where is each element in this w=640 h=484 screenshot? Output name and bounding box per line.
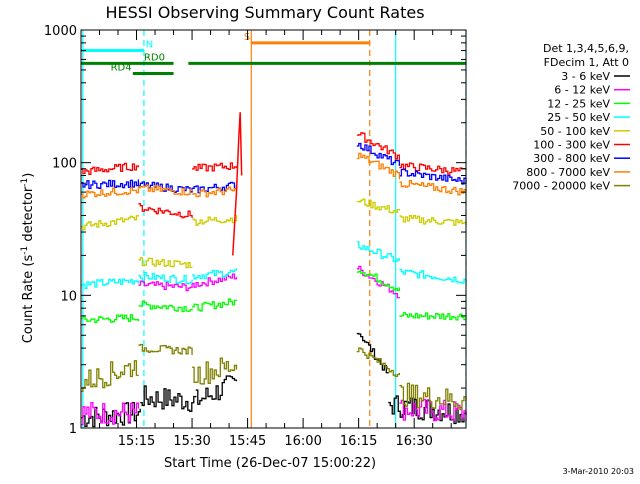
series-line-4-seg-5	[399, 268, 467, 284]
x-tick-label-4: 16:00	[284, 434, 321, 449]
series-line-2-seg-3	[192, 273, 238, 288]
series-line-2-seg-5	[399, 398, 467, 422]
series-line-6-seg-2	[138, 203, 193, 219]
series-line-5-seg-5	[399, 215, 467, 226]
series-line-1-seg-4	[356, 332, 389, 374]
legend: Det 1,3,4,5,6,9, FDecim 1, Att 0 3 - 6 k…	[512, 42, 630, 193]
chart-title: HESSI Observing Summary Count Rates	[105, 3, 424, 22]
series-line-3-seg-4	[356, 270, 401, 291]
series-line-5-seg-2	[138, 257, 193, 269]
y-axis-label: Count Rate (s-1 detector-1)	[20, 173, 36, 344]
legend-header-line-1: Det 1,3,4,5,6,9,	[543, 42, 629, 55]
series-line-8-seg-2	[138, 184, 193, 196]
series-line-3-seg-2	[138, 300, 193, 313]
series-line-9-seg-2	[138, 343, 193, 356]
plot-border	[80, 29, 467, 429]
series-line-2-seg-1	[81, 401, 140, 426]
series-line-5-seg-1	[81, 215, 140, 231]
series-line-8-seg-4	[356, 152, 401, 180]
x-tick-label-1: 15:15	[118, 434, 155, 449]
x-tick-label-2: 15:30	[173, 434, 210, 449]
x-axis-label: Start Time (26-Dec-07 15:00:22)	[164, 456, 376, 471]
flag-label-rd4: RD4	[111, 63, 132, 74]
legend-label-5: 50 - 100 keV	[540, 125, 610, 138]
series-line-8-seg-5	[399, 180, 467, 196]
series-line-6-seg-3	[192, 162, 238, 172]
series-line-3-seg-1	[81, 314, 140, 324]
y-tick-label-3: 100	[52, 157, 77, 172]
legend-label-2: 6 - 12 keV	[554, 84, 610, 97]
series-line-6-seg-5	[399, 162, 467, 175]
series-line-2-seg-2	[138, 280, 193, 292]
series-line-5-seg-3	[192, 214, 238, 226]
x-tick-label-3: 15:45	[229, 434, 266, 449]
series-line-9-seg-1	[81, 360, 140, 392]
series-line-1-seg-3	[195, 375, 238, 405]
y-tick-label-4: 1000	[44, 24, 77, 39]
series-line-7-seg-5	[399, 168, 467, 185]
legend-label-3: 12 - 25 keV	[547, 97, 610, 110]
series-line-9-seg-4	[356, 347, 401, 378]
legend-label-7: 300 - 800 keV	[533, 152, 610, 165]
flare-spike	[232, 112, 243, 256]
series-line-7-seg-1	[81, 179, 140, 190]
series-line-1-seg-2	[140, 385, 197, 412]
series-line-4-seg-3	[192, 268, 238, 280]
series-line-9-seg-5	[399, 382, 467, 411]
legend-label-9: 7000 - 20000 keV	[512, 180, 610, 193]
series-line-8-seg-1	[81, 186, 140, 199]
series-line-4-seg-4	[356, 241, 401, 263]
plot-frame: 1 10 100 1000 15:15 15:30 15:45 16:00 16:15 16:30	[44, 24, 467, 449]
series-line-9-seg-3	[192, 357, 238, 385]
series-line-3-seg-5	[399, 312, 467, 321]
series-line-8-seg-3	[192, 186, 238, 198]
series-line-4-seg-1	[81, 278, 140, 290]
y-tick-label-2: 10	[60, 289, 77, 304]
y-tick-label-1: 1	[69, 422, 77, 437]
legend-header-line-2: FDecim 1, Att 0	[544, 56, 629, 69]
x-tick-label-5: 16:15	[340, 434, 377, 449]
flag-label-s: S	[244, 32, 250, 43]
series-line-6-seg-1	[81, 162, 140, 175]
series-line-6-seg-4	[356, 132, 401, 161]
legend-label-6: 100 - 300 keV	[533, 139, 610, 152]
flag-label-rd0: RD0	[144, 52, 165, 63]
series-line-3-seg-3	[192, 298, 238, 312]
series-line-1-seg-1	[81, 401, 141, 428]
legend-label-8: 800 - 7000 keV	[526, 166, 610, 179]
legend-label-1: 3 - 6 keV	[561, 70, 610, 83]
series-line-7-seg-4	[356, 142, 401, 166]
footer-date: 3-Mar-2010 20:03	[563, 467, 634, 476]
flag-label-n: N	[146, 40, 153, 51]
x-tick-label-6: 16:30	[395, 434, 432, 449]
legend-label-4: 25 - 50 keV	[547, 111, 610, 124]
series-line-5-seg-4	[356, 198, 401, 214]
series-line-4-seg-2	[138, 271, 193, 285]
series-line-7-seg-2	[138, 181, 193, 193]
